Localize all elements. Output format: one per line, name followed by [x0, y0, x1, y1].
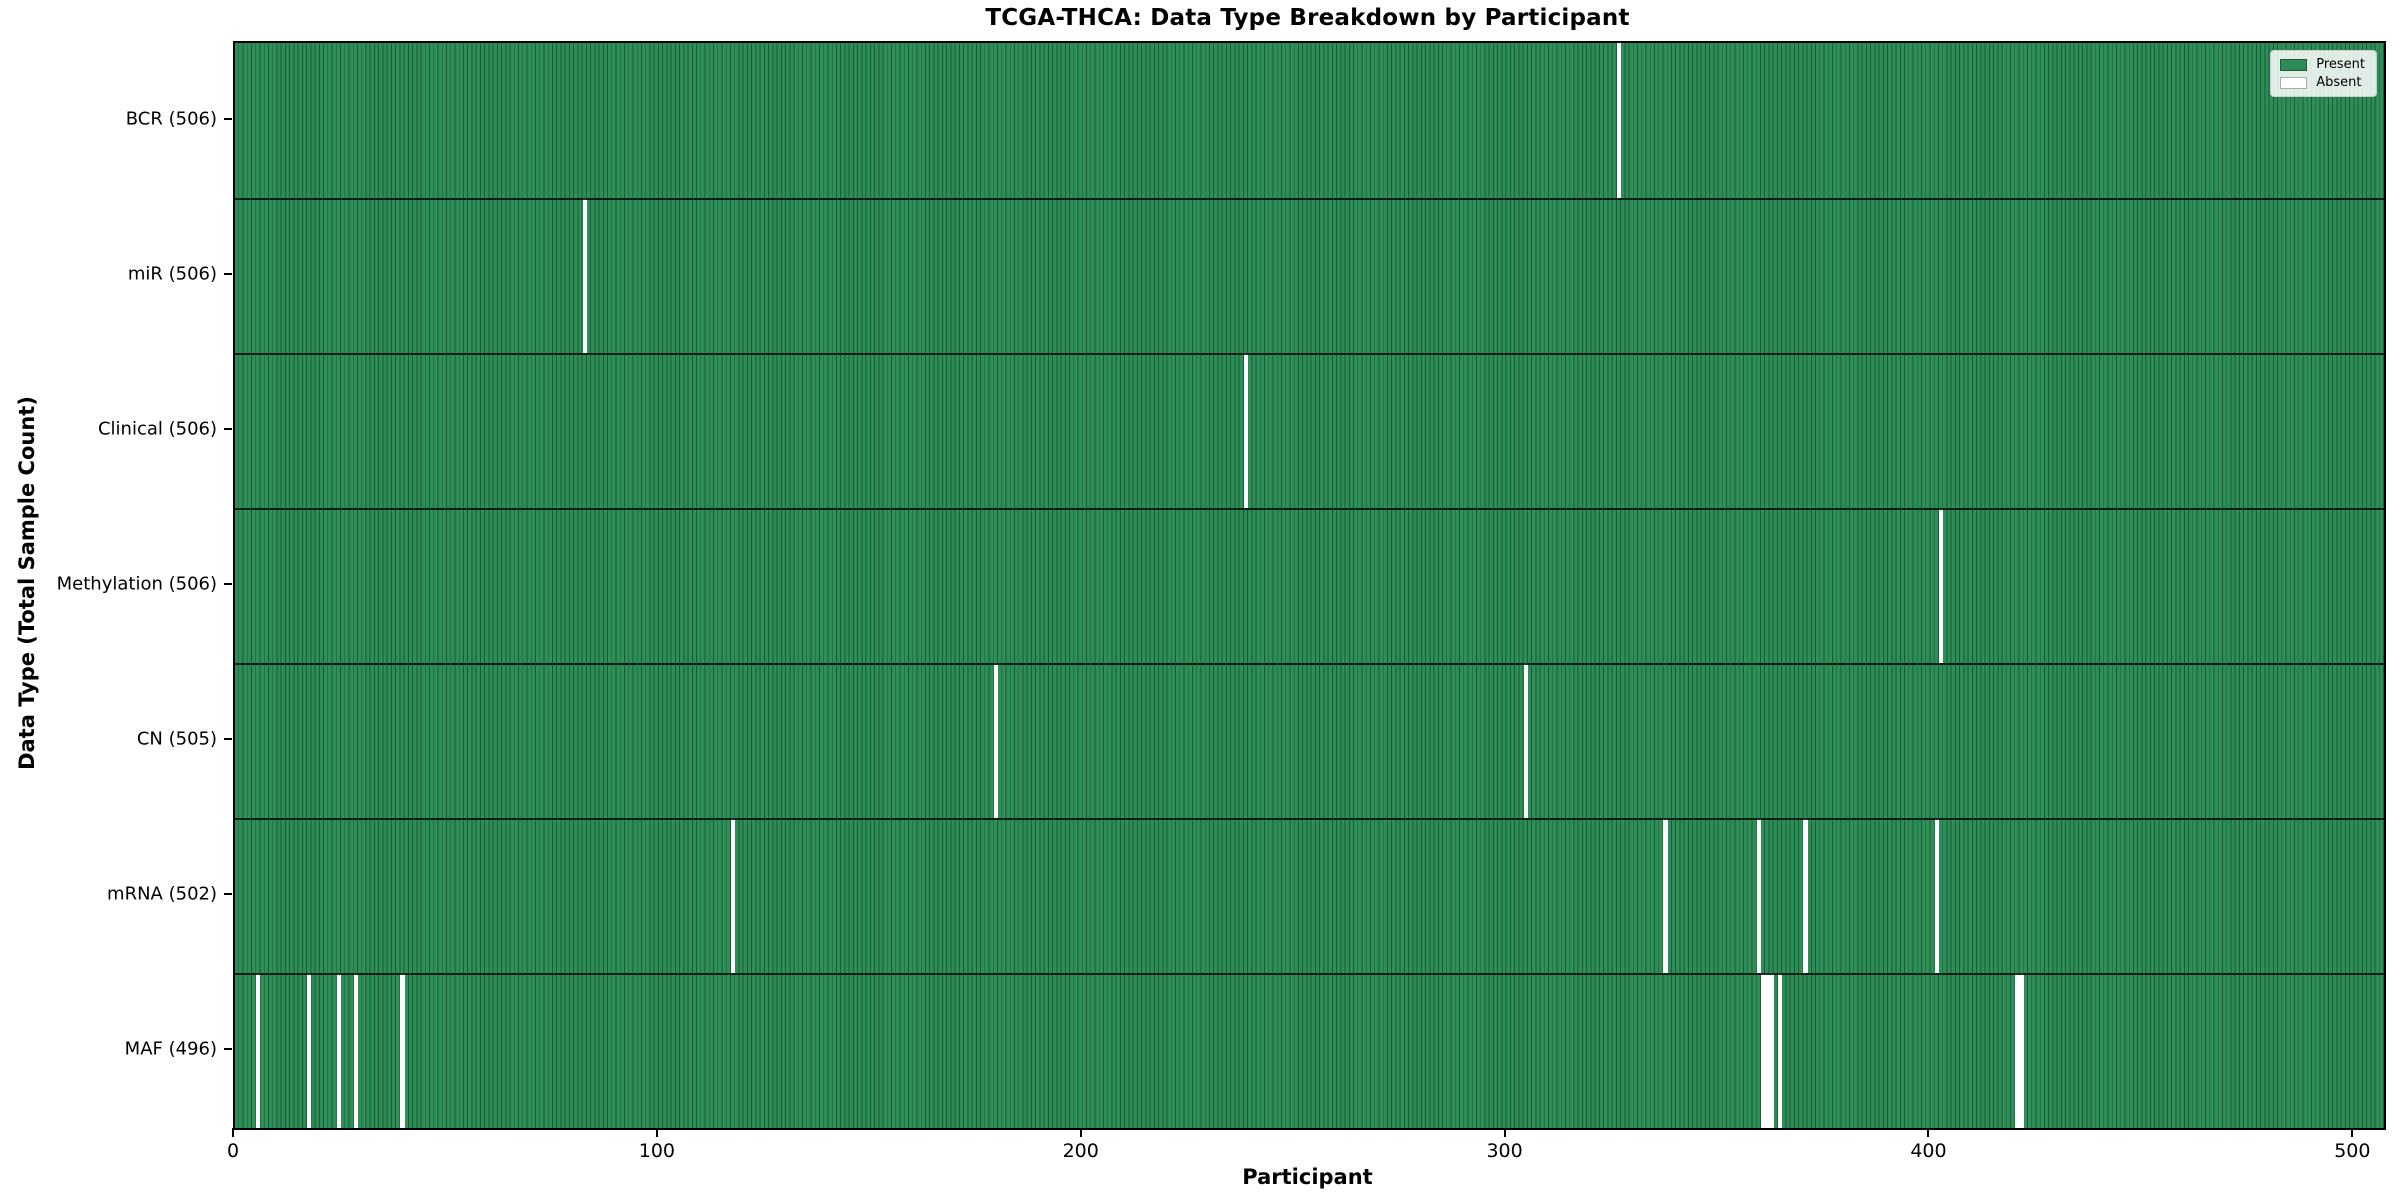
y-tick-mark [224, 1047, 232, 1050]
row-methylation [235, 508, 2384, 663]
row-mrna [235, 818, 2384, 973]
x-tick-mark [232, 1128, 234, 1137]
x-tick-label-200: 200 [1062, 1140, 1099, 1162]
absent-gap [307, 973, 312, 1128]
y-tick-label-mrna: mRNA (502) [107, 883, 217, 904]
legend-label: Present [2316, 57, 2365, 72]
absent-gap [1756, 818, 1761, 973]
legend-entry-absent: Absent [2280, 76, 2365, 89]
row-separator [235, 353, 2384, 355]
absent-gap [1523, 663, 1528, 818]
x-tick-label-300: 300 [1486, 1140, 1523, 1162]
y-tick-label-mir: miR (506) [127, 263, 217, 284]
row-separator [235, 973, 2384, 975]
y-tick-label-clinical: Clinical (506) [97, 418, 217, 439]
x-tick-label-500: 500 [2334, 1140, 2371, 1162]
y-tick-label-methylation: Methylation (506) [56, 573, 217, 594]
absent-gap [1765, 973, 1770, 1128]
x-tick-mark [2351, 1128, 2354, 1137]
absent-gap [582, 198, 587, 353]
absent-gap [1777, 973, 1783, 1128]
absent-gap [993, 663, 998, 818]
y-tick-label-cn: CN (505) [136, 728, 217, 749]
row-separator [235, 198, 2384, 200]
legend-label: Absent [2316, 75, 2362, 90]
x-axis-label: Participant [1242, 1165, 1373, 1189]
absent-gap [353, 973, 358, 1128]
x-tick-mark [1079, 1128, 1082, 1137]
x-tick-label-100: 100 [638, 1140, 675, 1162]
absent-gap [1760, 973, 1766, 1128]
absent-gap [1934, 818, 1939, 973]
absent-gap [256, 973, 261, 1128]
row-maf [235, 973, 2384, 1128]
plot-area: Present Absent [233, 41, 2386, 1130]
row-mir [235, 198, 2384, 353]
row-separator [235, 508, 2384, 510]
legend: Present Absent [2270, 50, 2377, 97]
chart-title: TCGA-THCA: Data Type Breakdown by Partic… [985, 5, 1630, 31]
legend-swatch-present [2280, 58, 2308, 71]
legend-entry-present: Present [2280, 58, 2365, 71]
absent-gap [400, 973, 405, 1128]
row-separator [235, 818, 2384, 820]
x-tick-mark [1503, 1128, 1506, 1137]
y-tick-mark [224, 117, 232, 120]
absent-gap [1803, 818, 1808, 973]
y-tick-mark [224, 427, 232, 430]
absent-gap [336, 973, 341, 1128]
x-tick-label-0: 0 [226, 1140, 240, 1162]
y-tick-mark [224, 272, 232, 275]
absent-gap [1616, 43, 1622, 198]
row-bcr [235, 43, 2384, 198]
y-tick-mark [224, 582, 232, 585]
absent-gap [1938, 508, 1944, 663]
absent-gap [2019, 973, 2024, 1128]
y-tick-mark [224, 737, 232, 740]
legend-swatch-absent [2280, 76, 2308, 89]
x-tick-mark [655, 1128, 658, 1137]
y-tick-label-maf: MAF (496) [124, 1038, 217, 1059]
x-tick-mark [1927, 1128, 1930, 1137]
y-tick-label-bcr: BCR (506) [125, 108, 217, 129]
absent-gap [730, 818, 736, 973]
row-clinical [235, 353, 2384, 508]
x-tick-label-400: 400 [1910, 1140, 1947, 1162]
y-tick-mark [224, 892, 232, 895]
absent-gap [1243, 353, 1249, 508]
absent-gap [1769, 973, 1774, 1128]
absent-gap [1663, 818, 1668, 973]
row-cn [235, 663, 2384, 818]
row-separator [235, 663, 2384, 665]
absent-gap [2015, 973, 2020, 1128]
